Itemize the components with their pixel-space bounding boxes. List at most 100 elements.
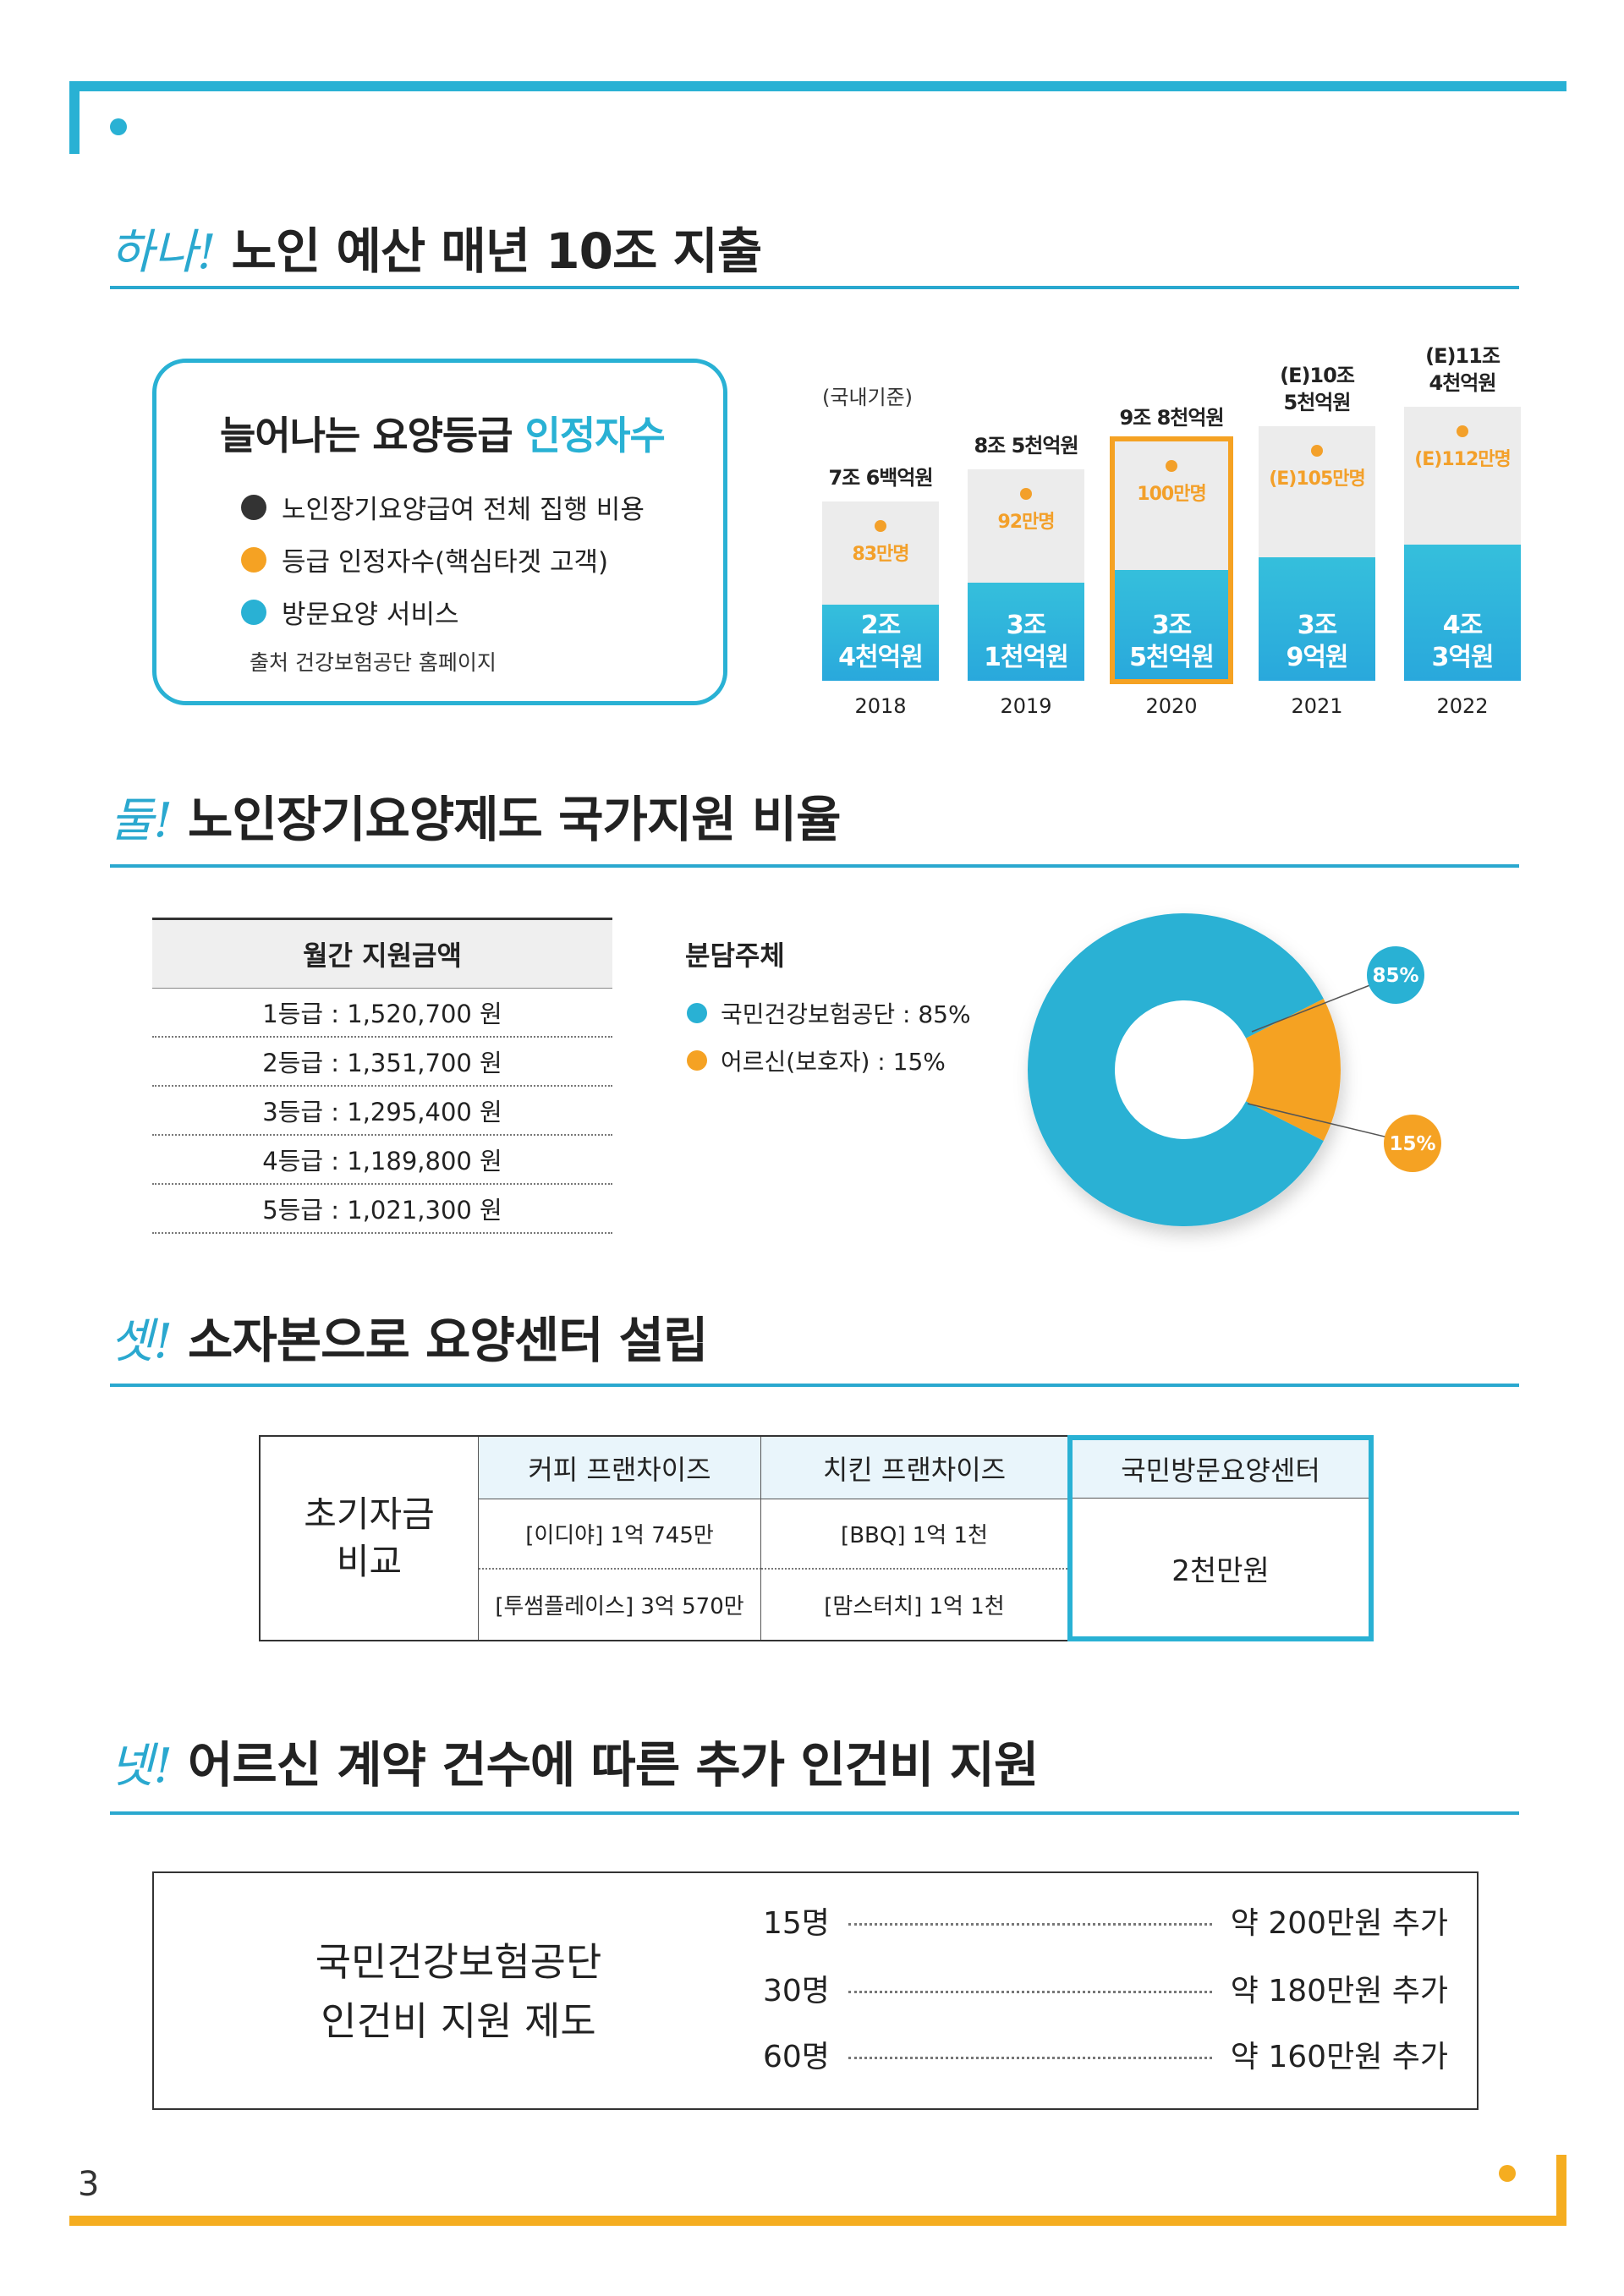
section-4-heading: 넷! 어르신 계약 건수에 따른 추가 인건비 지원 [110, 1725, 1039, 1794]
frame-top-bar [69, 81, 1566, 91]
bar-recipient-dot [1457, 425, 1468, 437]
legend-dot-blue [241, 599, 266, 625]
support-row-grade-5: 5등급 : 1,021,300 원 [152, 1185, 612, 1234]
legend-item-recipients: 등급 인정자수(핵심타겟 고객) [241, 540, 608, 578]
bar-recipient-label: 92만명 [997, 512, 1055, 534]
share-item-nhis: 국민건강보험공단 : 85% [687, 996, 971, 1030]
bar-recipient-dot [1020, 488, 1032, 501]
legend-box: 늘어나는 요양등급 인정자수 노인장기요양급여 전체 집행 비용 등급 인정자수… [152, 359, 727, 705]
bar-recipient-dot [1311, 444, 1323, 457]
share-item-label: 국민건강보험공단 : 85% [721, 1000, 971, 1028]
section-3-script: 셋! [110, 1314, 173, 1369]
comparison-center-column: 국민방문요양센터 2천만원 [1067, 1435, 1374, 1641]
legend-item-label: 방문요양 서비스 [282, 600, 459, 630]
staff-support-title: 국민건강보험공단 인건비 지원 제도 [154, 1932, 763, 2051]
bar-year-label: 2022 [1436, 694, 1489, 718]
staff-row-60: 60명 약 160만원 추가 [763, 2032, 1448, 2076]
donut-hole [1115, 1000, 1254, 1139]
staff-row-count: 60명 [763, 2040, 830, 2074]
support-row-grade-1: 1등급 : 1,520,700 원 [152, 989, 612, 1038]
chart-note: (국내기준) [822, 386, 914, 409]
bar-year-label: 2020 [1145, 693, 1198, 718]
section-3-heading: 셋! 소자본으로 요양센터 설립 [110, 1301, 708, 1369]
bar-highlight-frame [1110, 436, 1233, 684]
bar-service-2018 [822, 605, 939, 681]
section-1-heading: 하나! 노인 예산 매년 10조 지출 [110, 211, 762, 280]
page-number: 3 [78, 2165, 100, 2204]
legend-item-label: 노인장기요양급여 전체 집행 비용 [282, 495, 645, 525]
section-1-rule [110, 286, 1519, 289]
section-3-title: 소자본으로 요양센터 설립 [188, 1312, 708, 1369]
support-row-grade-4: 4등급 : 1,189,800 원 [152, 1136, 612, 1185]
frame-top-dot [110, 118, 127, 135]
staff-support-title-line-2: 인건비 지원 제도 [321, 1998, 596, 2044]
section-4-script: 넷! [110, 1739, 173, 1794]
frame-bottom-bar-vertical [1556, 2155, 1566, 2226]
bar-year-label: 2021 [1291, 694, 1343, 718]
share-item-label: 어르신(보호자) : 15% [721, 1048, 946, 1076]
section-2-heading: 둘! 노인장기요양제도 국가지원 비율 [110, 780, 841, 848]
legend-source: 출처 건강보험공단 홈페이지 [250, 650, 497, 675]
bar-total-label: (E)10조 5천억원 [1280, 363, 1355, 414]
comparison-row-header-line-1: 초기자금 [304, 1493, 435, 1535]
donut-callout-bubble [1367, 946, 1424, 1004]
comparison-row-header: 초기자금 비교 [261, 1437, 479, 1640]
comparison-coffee-1: [이디야] 1억 745만 [479, 1499, 761, 1570]
frame-bottom-bar [69, 2216, 1566, 2226]
bar-column-2019: 3조 1천억원 92만명 8조 5천억원 2019 [968, 434, 1084, 718]
bar-recipient-label: 83만명 [852, 543, 909, 565]
legend-item-service: 방문요양 서비스 [241, 593, 459, 631]
legend-item-total: 노인장기요양급여 전체 집행 비용 [241, 488, 645, 526]
staff-row-15: 15명 약 200만원 추가 [763, 1899, 1448, 1943]
share-dot-orange [687, 1050, 707, 1071]
bar-service-label: 3조 1천억원 [984, 610, 1069, 672]
legend-title-prefix: 늘어나는 요양등급 [220, 413, 525, 458]
dotted-leader [848, 2056, 1212, 2059]
comparison-col-center: 국민방문요양센터 [1073, 1440, 1369, 1499]
comparison-row-header-line-2: 비교 [336, 1541, 403, 1582]
section-2-script: 둘! [110, 793, 173, 848]
bar-chart: 2조 4천억원 83만명 7조 6백억원 2018 3조 1천억원 92만명 8조 5천억원 20… [812, 321, 1522, 736]
support-row-grade-3: 3등급 : 1,295,400 원 [152, 1087, 612, 1136]
staff-support-title-line-1: 국민건강보험공단 [315, 1939, 602, 1985]
bar-service-2019 [968, 582, 1084, 681]
share-item-elder: 어르신(보호자) : 15% [687, 1044, 946, 1077]
staff-row-amount: 약 160만원 추가 [1230, 2040, 1448, 2074]
bar-column-2021: 3조 9억원 (E)105만명 (E)10조 5천억원 2021 [1259, 364, 1375, 718]
staff-support-box: 국민건강보험공단 인건비 지원 제도 15명 약 200만원 추가 30명 약 … [152, 1871, 1479, 2110]
support-row-grade-2: 2등급 : 1,351,700 원 [152, 1038, 612, 1087]
staff-row-count: 15명 [763, 1906, 830, 1941]
support-table-header: 월간 지원금액 [152, 918, 612, 989]
section-4-title: 어르신 계약 건수에 따른 추가 인건비 지원 [188, 1736, 1039, 1794]
comparison-chicken-2: [맘스터치] 1억 1천 [824, 1594, 1005, 1619]
bar-recipient-label: (E)112만명 [1414, 448, 1512, 470]
bar-service-2022 [1404, 544, 1521, 681]
support-table: 월간 지원금액 1등급 : 1,520,700 원 2등급 : 1,351,70… [152, 918, 612, 1234]
section-3-rule [110, 1384, 1519, 1387]
bar-year-label: 2018 [854, 693, 907, 718]
bar-total-label: 7조 6백억원 [828, 465, 933, 490]
section-4-rule [110, 1811, 1519, 1815]
bar-service-label: 3조 5천억원 [1129, 610, 1215, 672]
bar-service-label: 3조 9억원 [1286, 611, 1348, 672]
staff-row-amount: 약 200만원 추가 [1230, 1906, 1448, 1941]
staff-row-30: 30명 약 180만원 추가 [763, 1966, 1448, 2010]
bar-service-2021 [1259, 556, 1375, 681]
bar-recipient-dot [875, 519, 886, 532]
bar-service-label: 4조 3억원 [1431, 611, 1494, 672]
comparison-table: 초기자금 비교 커피 프랜차이즈 치킨 프랜차이즈 [이디야] 1억 745만 … [259, 1435, 1374, 1641]
legend-title-highlight: 인정자수 [524, 413, 666, 458]
bar-column-2018: 2조 4천억원 83만명 7조 6백억원 2018 [822, 466, 939, 718]
comparison-col-coffee: 커피 프랜차이즈 [479, 1437, 761, 1499]
section-1-script: 하나! [110, 225, 217, 280]
legend-item-label: 등급 인정자수(핵심타겟 고객) [282, 547, 609, 578]
comparison-center-value: 2천만원 [1171, 1553, 1270, 1588]
donut-callout-label: 85% [1372, 965, 1418, 987]
dotted-leader [848, 1990, 1212, 1993]
bar-total-label: (E)11조 4천억원 [1425, 343, 1501, 395]
dotted-leader [848, 1922, 1212, 1926]
donut-slice-15pct [1184, 999, 1341, 1141]
frame-bottom-dot [1499, 2165, 1516, 2182]
staff-row-amount: 약 180만원 추가 [1230, 1974, 1448, 2008]
legend-dot-orange [241, 546, 266, 573]
